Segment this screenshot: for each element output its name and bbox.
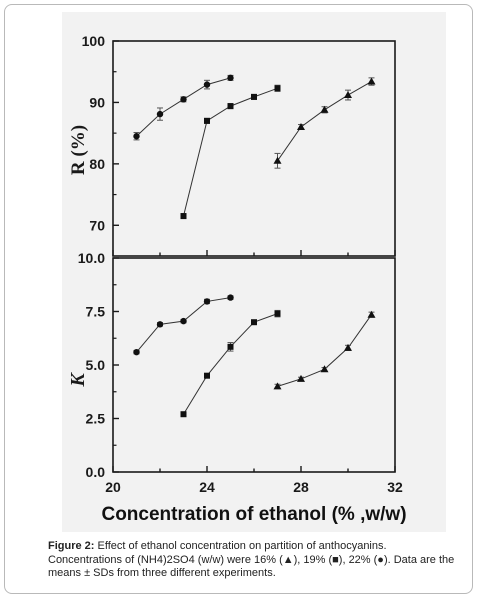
top-square-point bbox=[180, 213, 187, 220]
bottom-triangle-point bbox=[344, 343, 352, 351]
bottom-triangle-point bbox=[273, 382, 282, 390]
bottom-circle-point bbox=[227, 294, 234, 301]
x-tick-label: 20 bbox=[105, 479, 121, 495]
bottom-triangle-point bbox=[297, 374, 305, 382]
bottom-square-point bbox=[180, 411, 187, 418]
bottom-triangle-point bbox=[320, 365, 329, 373]
bottom-panel: 0.0 2.5 5.0 7.5 10.0 20 24 28 32 bbox=[78, 250, 403, 495]
top-circle-point bbox=[156, 110, 164, 118]
x-axis-label: Concentration of ethanol (% ,w/w) bbox=[101, 504, 406, 525]
bottom-square-point bbox=[251, 319, 257, 326]
top-square-point bbox=[251, 93, 257, 100]
x-tick-label: 32 bbox=[387, 479, 403, 495]
bottom-circle-point bbox=[156, 321, 164, 328]
top-circle-point bbox=[203, 81, 211, 88]
bottom-circle-point bbox=[203, 298, 211, 305]
top-y-tick-label: 70 bbox=[89, 217, 105, 233]
top-triangle-point bbox=[320, 105, 329, 113]
bottom-circle-point bbox=[180, 317, 187, 325]
bottom-y-tick-label: 5.0 bbox=[86, 357, 106, 373]
top-circle-point bbox=[180, 96, 187, 103]
bottom-square-point bbox=[204, 372, 210, 379]
bottom-triangle-point bbox=[367, 310, 376, 318]
bottom-square-point bbox=[274, 310, 281, 317]
top-y-tick-label: 100 bbox=[82, 33, 106, 49]
bottom-y-axis-label: K bbox=[67, 372, 89, 388]
bottom-y-tick-label: 10.0 bbox=[78, 250, 105, 266]
top-y-axis-label: R (%) bbox=[68, 125, 89, 175]
top-triangle-point bbox=[297, 123, 305, 130]
top-panel: 70 80 90 100 bbox=[82, 33, 396, 257]
figure-caption: Figure 2: Effect of ethanol concentratio… bbox=[48, 540, 458, 581]
bottom-circle-point bbox=[133, 348, 140, 356]
top-y-tick-label: 80 bbox=[89, 156, 105, 172]
caption-text: Effect of ethanol concentration on parti… bbox=[48, 540, 455, 579]
bottom-square-point bbox=[227, 343, 234, 350]
bottom-y-tick-label: 0.0 bbox=[86, 464, 106, 480]
top-square-point bbox=[227, 103, 234, 110]
top-triangle-point bbox=[273, 156, 282, 164]
figure-background bbox=[62, 12, 446, 532]
top-triangle-point bbox=[367, 77, 376, 85]
top-square-point bbox=[204, 117, 210, 124]
x-tick-label: 24 bbox=[199, 479, 215, 495]
bottom-y-tick-label: 2.5 bbox=[86, 411, 106, 427]
x-tick-label: 28 bbox=[293, 479, 309, 495]
top-square-point bbox=[274, 85, 281, 92]
caption-label: Figure 2: bbox=[48, 540, 95, 552]
top-triangle-point bbox=[344, 91, 352, 99]
top-circle-point bbox=[227, 74, 234, 82]
top-y-tick-label: 90 bbox=[89, 94, 105, 110]
top-circle-point bbox=[133, 133, 140, 140]
bottom-y-tick-label: 7.5 bbox=[86, 304, 106, 320]
